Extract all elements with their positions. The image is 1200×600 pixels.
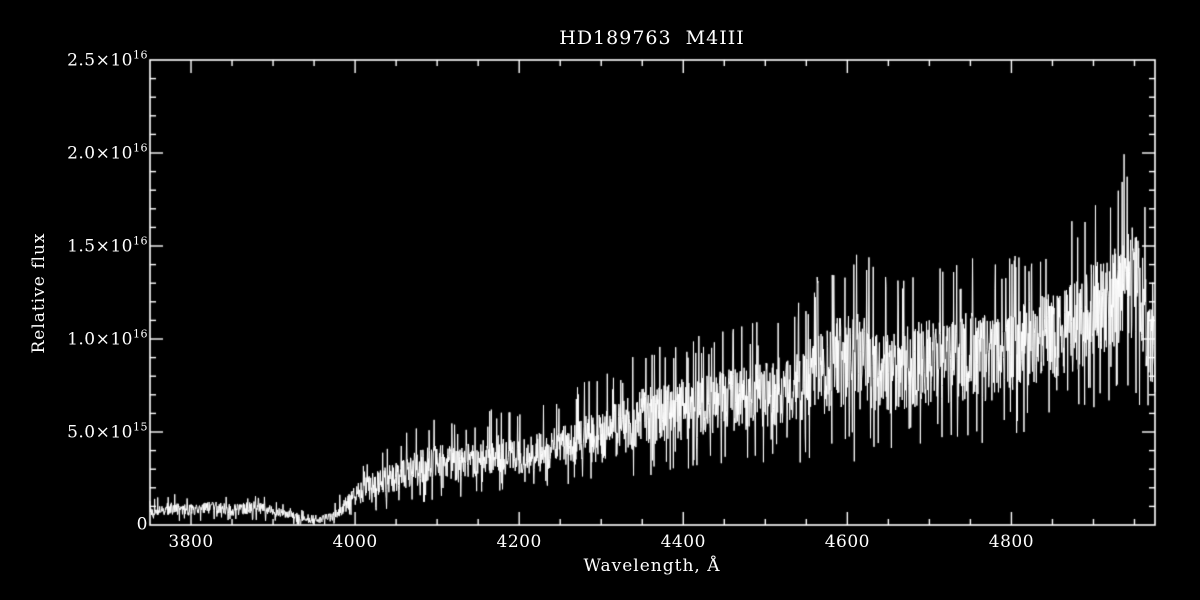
y-axis-label: Relative flux bbox=[29, 232, 49, 354]
x-tick-label: 4600 bbox=[824, 532, 870, 552]
x-tick-label: 3800 bbox=[168, 532, 214, 552]
plot-title: HD189763 M4III bbox=[559, 27, 745, 49]
y-tick-label: 5.0×1015 bbox=[67, 420, 148, 443]
x-tick-label: 4800 bbox=[988, 532, 1035, 552]
x-tick-label: 4000 bbox=[332, 532, 378, 552]
x-axis-label: Wavelength, Å bbox=[583, 556, 721, 576]
y-tick-label: 2.0×1016 bbox=[67, 141, 148, 164]
x-tick-label: 4400 bbox=[660, 532, 706, 552]
x-tick-label: 4200 bbox=[496, 532, 542, 552]
y-tick-label: 0 bbox=[136, 514, 148, 535]
y-tick-label: 1.5×1016 bbox=[67, 234, 148, 257]
y-tick-label: 1.0×1016 bbox=[67, 327, 148, 350]
y-tick-label: 2.5×1016 bbox=[67, 48, 148, 71]
